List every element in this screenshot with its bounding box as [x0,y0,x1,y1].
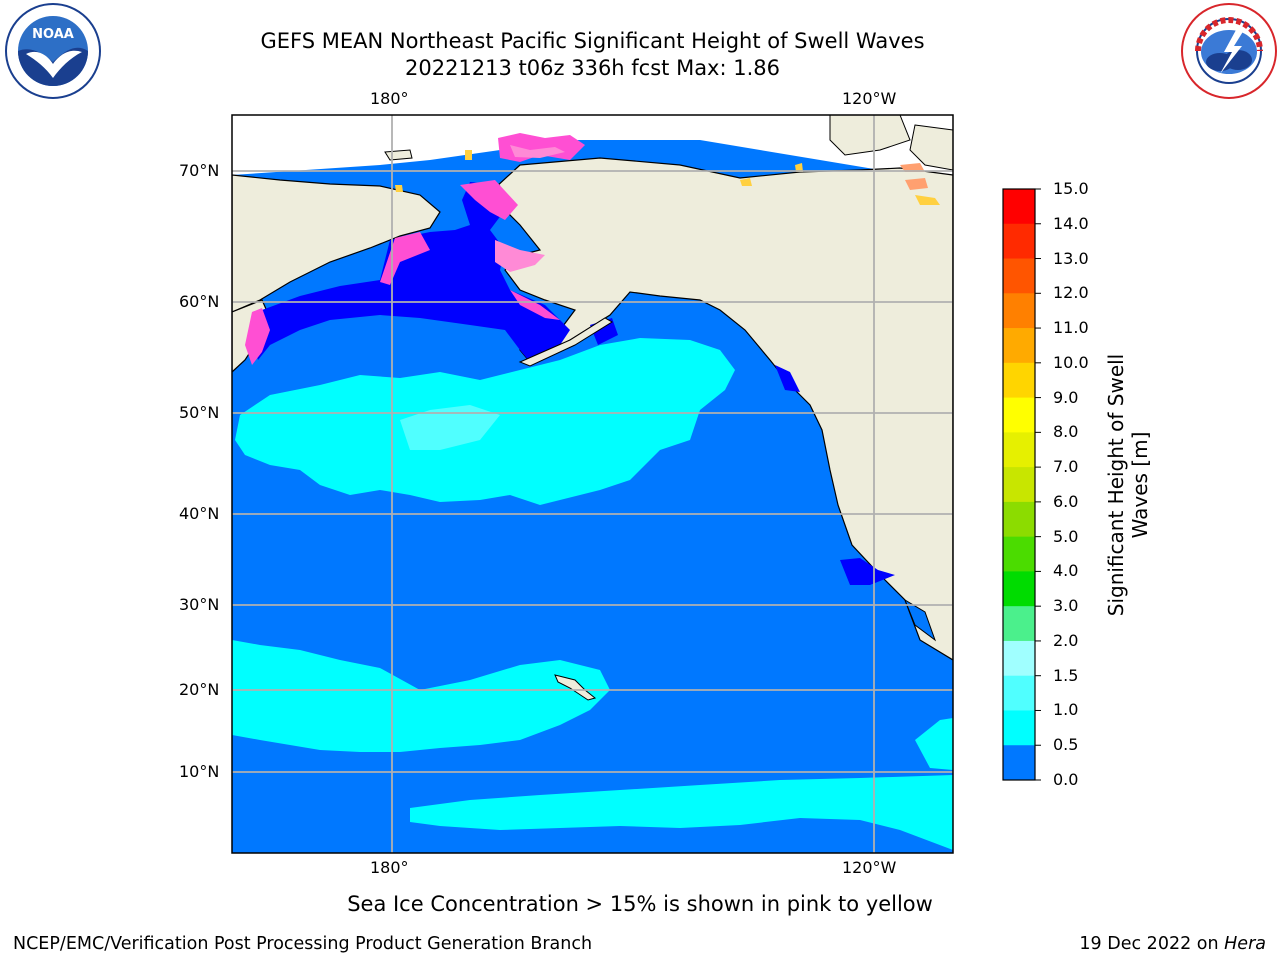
colorbar-tick-label: 13.0 [1053,248,1089,268]
lon-label-top-180: 180° [370,89,409,108]
nws-logo [1181,3,1277,99]
land-alaska-peninsula [518,317,613,367]
colorbar-tick-label: 8.0 [1053,422,1079,442]
swell-band-subtropics [232,640,610,752]
gulf-of-california [903,598,937,642]
colorbar-tick-label: 12.0 [1053,283,1089,303]
colorbar-tick-label: 3.0 [1053,596,1079,616]
colorbar-segment [1003,501,1035,538]
colorbar-segment [1003,710,1035,746]
colorbar-segment [1003,397,1035,433]
noaa-logo-text: NOAA [32,27,74,42]
colorbar-segment [1003,258,1035,294]
colorbar-segment [1003,536,1035,572]
chart-subtitle: 20221213 t06z 336h fcst Max: 1.86 [405,56,780,80]
colorbar-tick-label: 4.0 [1053,561,1079,581]
colorbar-tick-label: 15.0 [1053,179,1089,198]
footer-credit: NCEP/EMC/Verification Post Processing Pr… [13,934,593,954]
lon-label-top-120w: 120°W [842,89,897,108]
footer-date-text: 19 Dec 2022 on [1079,934,1225,954]
coastal-low-swell-bc [775,365,800,392]
map-area [232,115,953,853]
lat-label-10n: 10°N [179,762,220,781]
colorbar-segment [1003,328,1035,364]
colorbar-tick-label: 1.0 [1053,700,1079,720]
colorbar-tick-label: 6.0 [1053,491,1079,511]
lat-label-40n: 40°N [179,504,220,523]
gridlines [232,115,953,853]
footer-date: 19 Dec 2022 on Hera [1079,934,1266,954]
colorbar-segment [1003,571,1035,607]
colorbar-tick-label: 2.0 [1053,630,1079,650]
colorbar-segment [1003,640,1035,677]
colorbar-label-line2: Waves [m] [1128,431,1152,539]
coastal-low-swell-socal [840,558,895,585]
land-arctic-island-2 [909,124,953,171]
land-asia [232,174,441,313]
lon-label-bottom-120w: 120°W [842,858,897,877]
colorbar-tick-label: 0.0 [1053,770,1079,789]
colorbar-tick-label: 9.0 [1053,387,1079,407]
chart-title: GEFS MEAN Northeast Pacific Significant … [260,29,925,53]
footer-machine: Hera [1224,934,1266,954]
colorbar-segment [1003,223,1035,260]
land-wrangel-island [384,149,413,161]
colorbar-segment [1003,189,1035,225]
colorbar [1003,188,1041,781]
hawaii-islands [554,674,597,701]
arctic-ocean [232,115,953,175]
land-arctic-island-1 [829,115,911,156]
lat-label-60n: 60°N [179,292,220,311]
colorbar-segment [1003,293,1035,329]
colorbar-segment [1003,432,1035,468]
noaa-logo: NOAA [5,3,101,99]
lon-label-bottom-180: 180° [370,858,409,877]
colorbar-tick-label: 5.0 [1053,526,1079,546]
colorbar-tick-label: 1.5 [1053,665,1079,685]
swell-band-equatorial [410,775,953,850]
map-frame [231,114,954,854]
colorbar-label-line1: Significant Height of Swell [1104,353,1128,617]
lat-label-30n: 30°N [179,595,220,614]
colorbar-segment [1003,675,1035,711]
colorbar-segment [1003,467,1035,503]
colorbar-tick-label: 0.5 [1053,735,1079,755]
sea-ice-note: Sea Ice Concentration > 15% is shown in … [347,892,933,916]
colorbar-tick-label: 7.0 [1053,457,1079,477]
swell-patch-high [400,405,500,450]
colorbar-segment [1003,606,1035,642]
colorbar-segment [1003,362,1035,399]
lat-label-70n: 70°N [179,161,220,180]
colorbar-tick-label: 14.0 [1053,213,1089,233]
colorbar-segment [1003,745,1035,781]
colorbar-frame [1002,188,1036,781]
lat-label-50n: 50°N [179,403,220,422]
swell-band-east [915,718,953,770]
lat-label-20n: 20°N [179,680,220,699]
colorbar-tick-label: 10.0 [1053,352,1089,372]
bering-sea-low-swell [252,182,570,362]
colorbar-tick-label: 11.0 [1053,318,1089,338]
